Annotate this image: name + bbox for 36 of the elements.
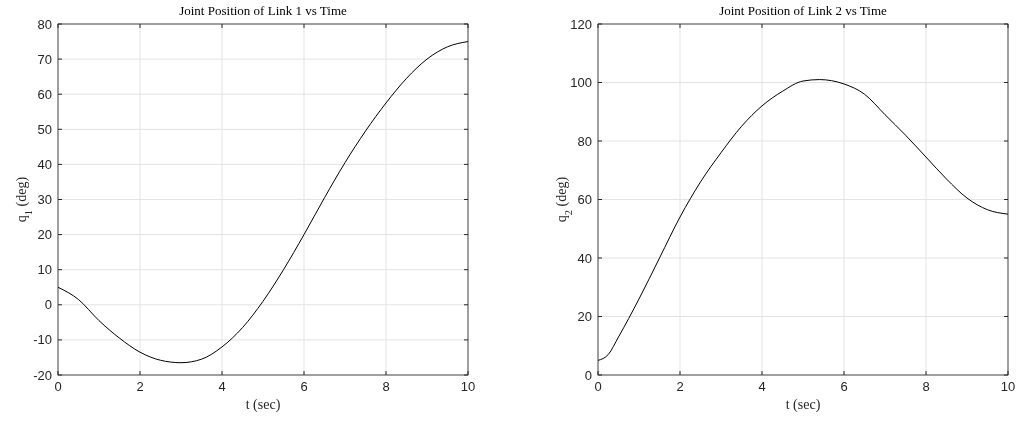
x-tick-label: 6 xyxy=(840,379,848,394)
y-tick-label: 0 xyxy=(44,297,52,313)
x-tick-label: 4 xyxy=(758,379,766,394)
x-tick-label: 4 xyxy=(218,379,226,394)
y-tick-label: 60 xyxy=(37,86,52,102)
y-tick-label: 50 xyxy=(37,121,52,137)
y-tick-label: 40 xyxy=(577,250,592,266)
x-tick-label: 2 xyxy=(676,379,684,394)
x-tick-label: 2 xyxy=(136,379,144,394)
x-tick-label: 10 xyxy=(1000,379,1016,394)
y-tick-label: 70 xyxy=(37,51,52,67)
y-tick-label: 20 xyxy=(37,227,52,243)
y-tick-label: -20 xyxy=(33,367,52,383)
y-tick-label: -10 xyxy=(33,332,52,348)
line-series xyxy=(57,41,469,364)
x-tick-label: 0 xyxy=(54,379,62,394)
x-tick-label: 8 xyxy=(382,379,390,394)
x-axis-title: t (sec) xyxy=(245,397,281,413)
line-series xyxy=(597,79,1009,361)
x-tick-label: 10 xyxy=(460,379,476,394)
x-tick-label: 0 xyxy=(594,379,602,394)
y-tick-label: 30 xyxy=(37,192,52,208)
y-tick-label: 120 xyxy=(570,16,592,32)
y-tick-label: 80 xyxy=(577,133,592,149)
y-tick-label: 60 xyxy=(577,192,592,208)
y-tick-label: 20 xyxy=(577,309,592,325)
chart-title: Joint Position of Link 2 vs Time xyxy=(719,3,888,18)
y-tick-label: 80 xyxy=(37,16,52,32)
y-tick-label: 0 xyxy=(584,367,592,383)
y-tick-label: 10 xyxy=(37,262,52,278)
y-tick-label: 40 xyxy=(37,156,52,172)
y-tick-label: 100 xyxy=(570,75,592,91)
chart-title: Joint Position of Link 1 vs Time xyxy=(179,3,348,18)
x-axis-title: t (sec) xyxy=(785,397,821,413)
x-tick-label: 6 xyxy=(300,379,308,394)
x-tick-label: 8 xyxy=(922,379,930,394)
